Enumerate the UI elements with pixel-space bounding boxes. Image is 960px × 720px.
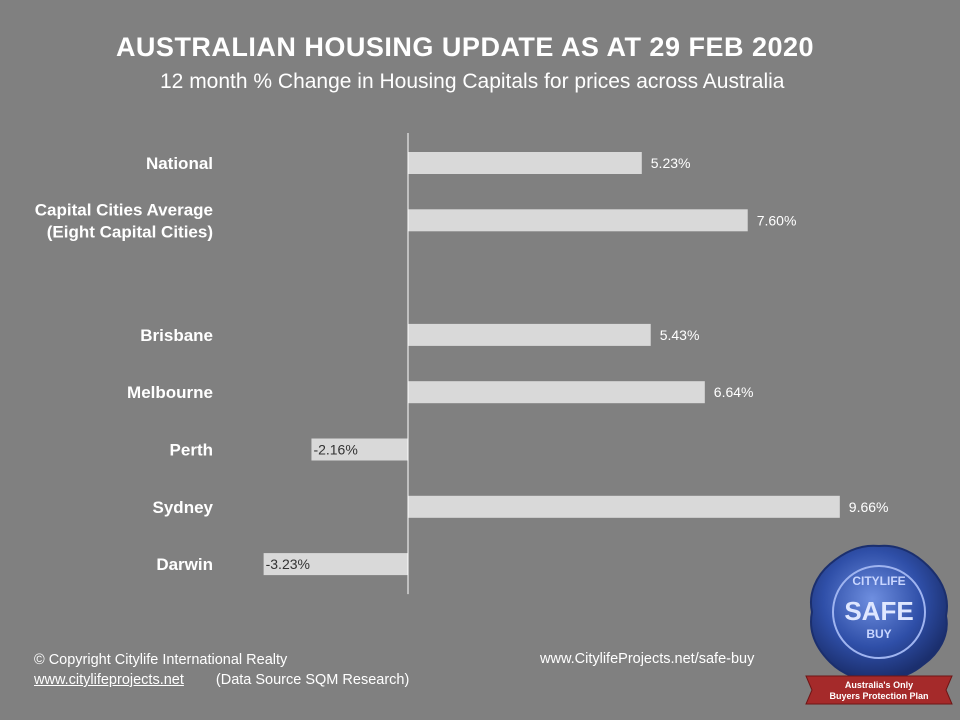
data-label: 5.43% <box>660 327 700 343</box>
website-link[interactable]: www.citylifeprojects.net <box>34 672 184 688</box>
bars-group: National 5.23% Capital Cities Average (Eigh… <box>35 152 889 576</box>
bar <box>311 438 408 461</box>
ribbon-line-1: Australia's Only <box>845 680 913 690</box>
data-source-text: (Data Source SQM Research) <box>215 672 410 688</box>
category-label: National <box>146 154 213 173</box>
seal-ribbon <box>805 675 953 705</box>
bar <box>408 381 705 404</box>
category-label: Melbourne <box>127 383 213 402</box>
bar <box>263 553 408 576</box>
data-label: 6.64% <box>714 384 754 400</box>
seal-top-text: CITYLIFE <box>852 574 905 588</box>
copyright-text: © Copyright Citylife International Realt… <box>34 652 288 668</box>
chart-subtitle: 12 month % Change in Housing Capitals fo… <box>160 70 785 93</box>
seal-sub-text: BUY <box>866 627 891 641</box>
data-label: 5.23% <box>651 155 691 171</box>
bar <box>408 209 748 232</box>
safe-buy-link[interactable]: www.CitylifeProjects.net/safe-buy <box>540 651 755 667</box>
data-label: -3.23% <box>266 556 310 572</box>
category-label: Capital Cities Average (Eight Capital Cit… <box>35 200 213 241</box>
safe-buy-seal-logo: CITYLIFE SAFE BUY Australia's Only Buyer… <box>805 544 953 705</box>
category-label: Brisbane <box>140 326 213 345</box>
category-label: Sydney <box>153 498 214 517</box>
bar <box>408 495 840 518</box>
bar-chart: National 5.23% Capital Cities Average (Eigh… <box>35 133 889 595</box>
bar <box>408 323 651 346</box>
category-label: Darwin <box>156 555 213 574</box>
footer-left: © Copyright Citylife International Realt… <box>34 650 409 690</box>
data-label: 9.66% <box>849 499 889 515</box>
data-label: 7.60% <box>757 212 797 228</box>
ribbon-line-2: Buyers Protection Plan <box>829 691 928 701</box>
category-label: Perth <box>170 441 213 460</box>
data-label: -2.16% <box>313 442 357 458</box>
chart-title: AUSTRALIAN HOUSING UPDATE AS AT 29 FEB 2… <box>115 32 815 62</box>
seal-main-text: SAFE <box>844 596 913 626</box>
bar <box>408 152 642 174</box>
